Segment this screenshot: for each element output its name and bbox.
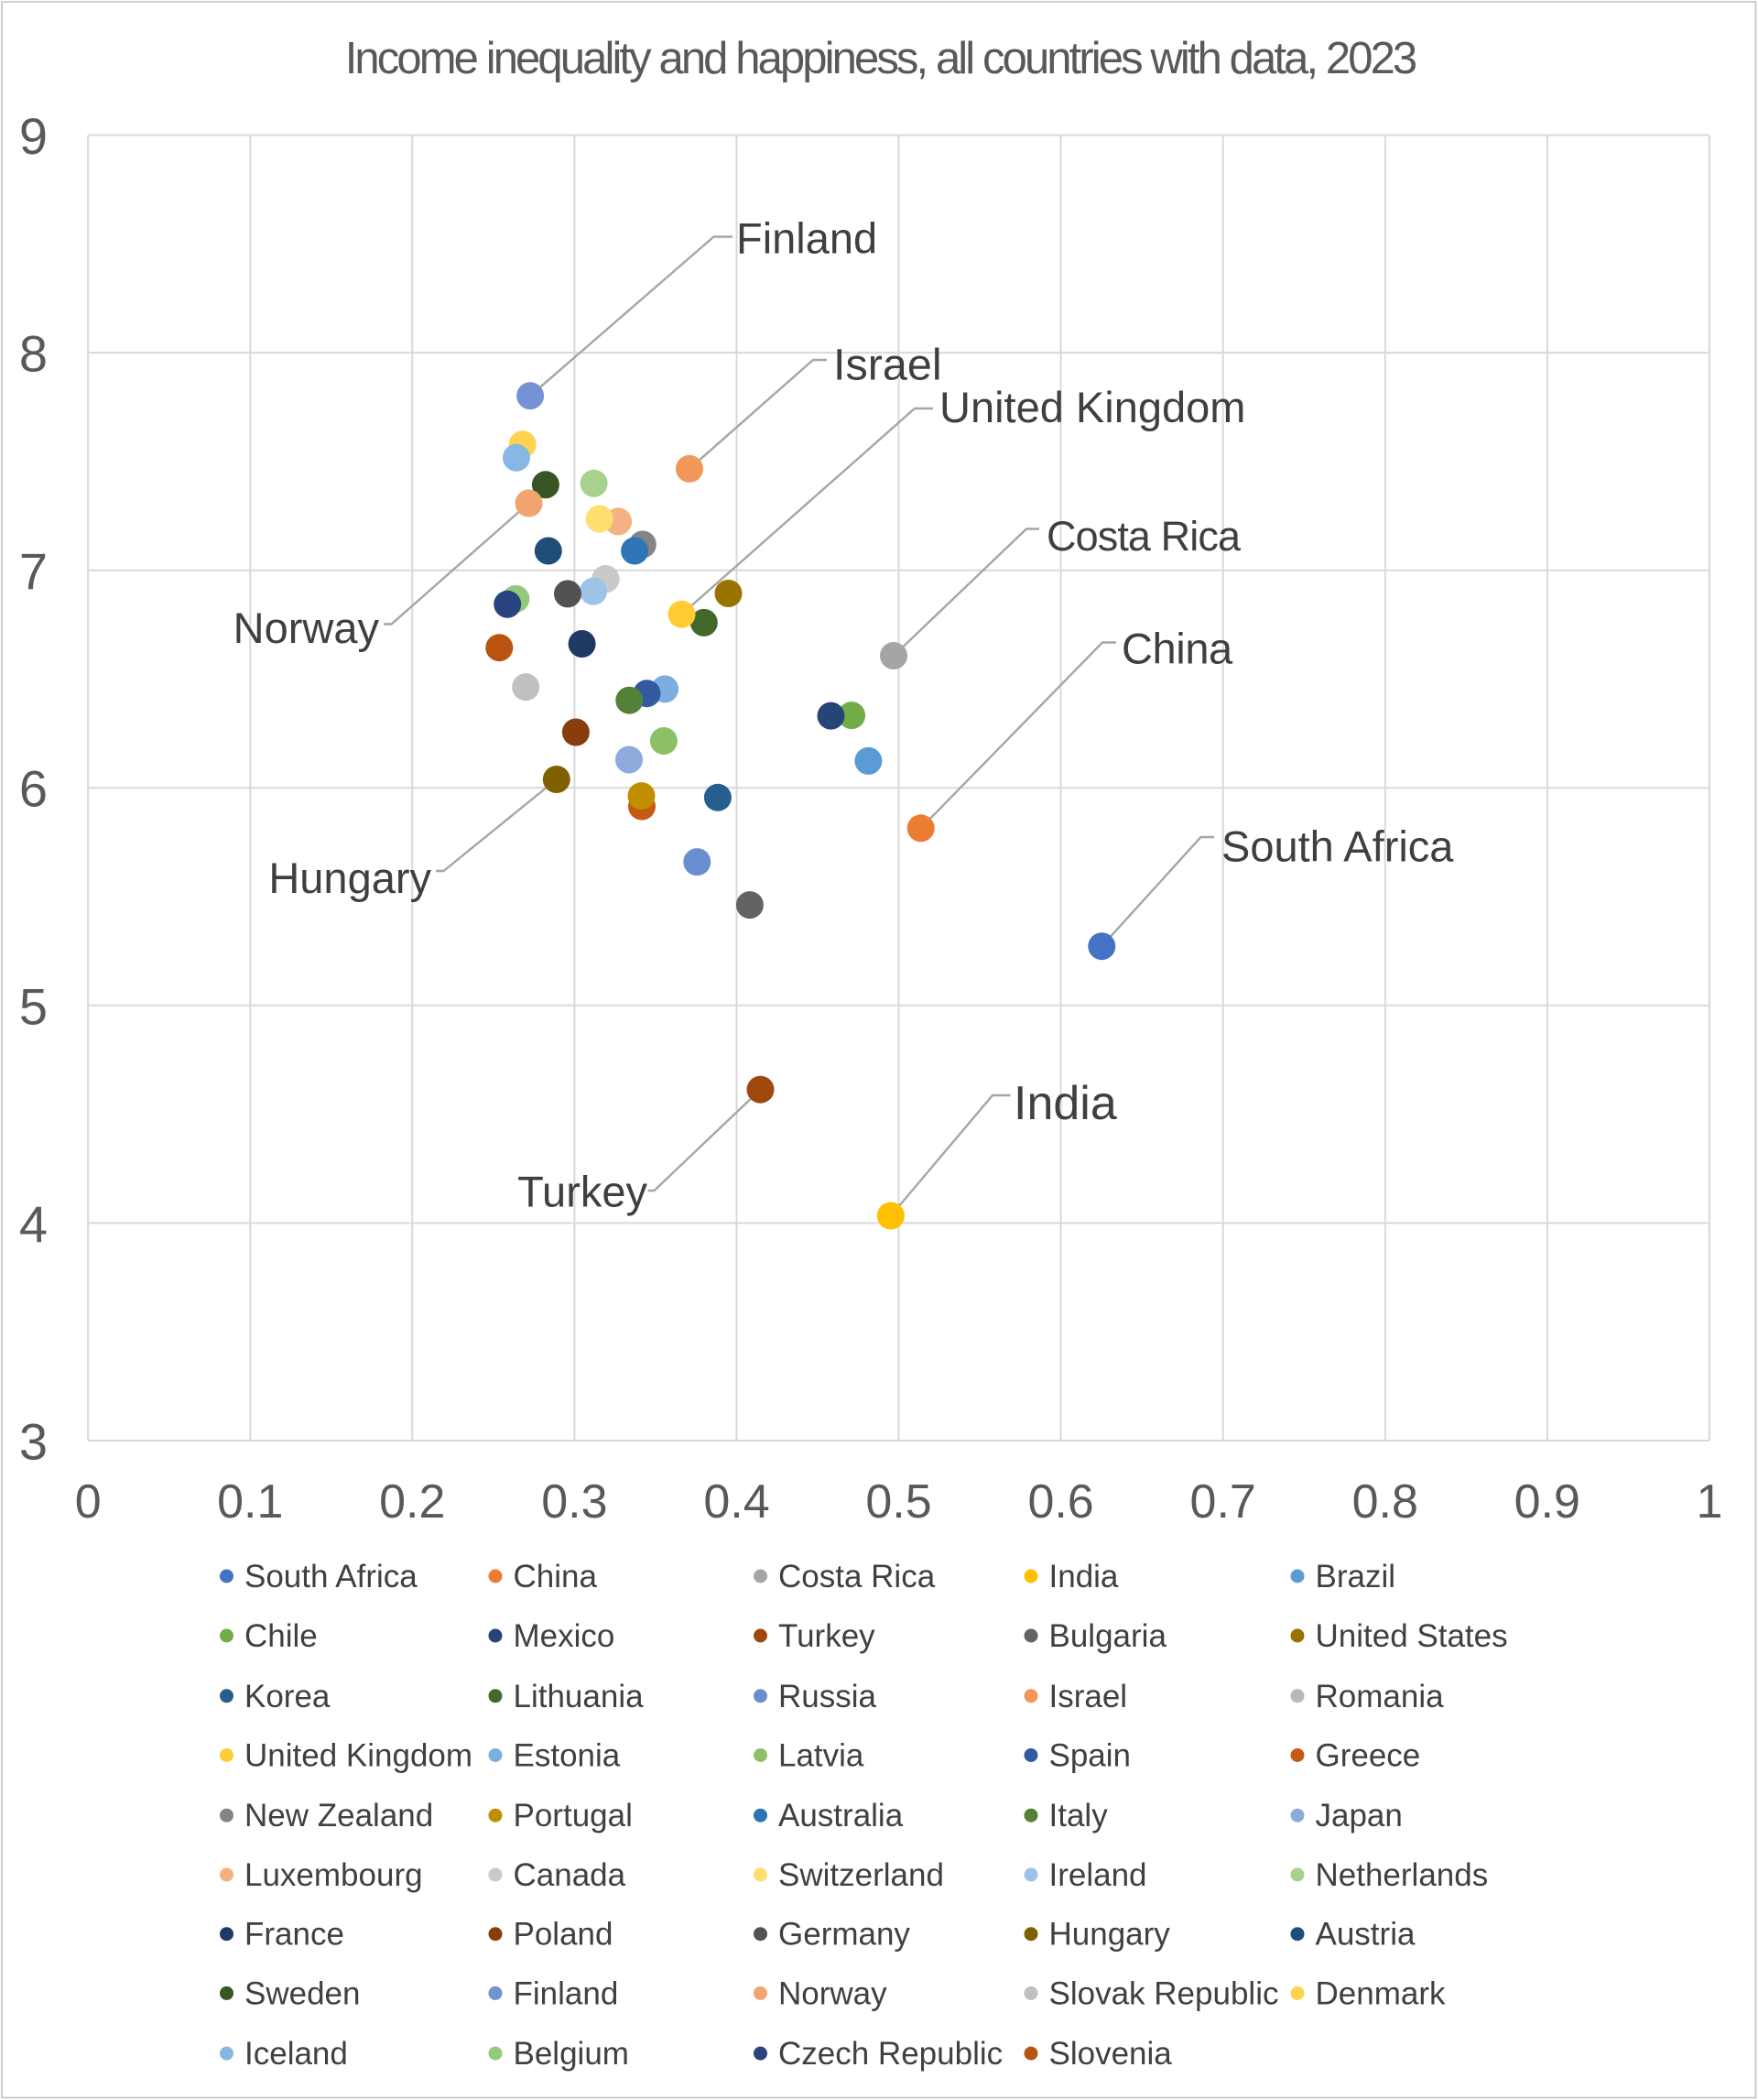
svg-text:Romania: Romania (1316, 1679, 1445, 1714)
svg-text:Iceland: Iceland (244, 2036, 348, 2072)
svg-text:9: 9 (19, 107, 48, 165)
svg-text:Netherlands: Netherlands (1316, 1857, 1489, 1893)
svg-text:Chile: Chile (244, 1618, 318, 1654)
svg-text:France: France (244, 1917, 344, 1953)
svg-text:New Zealand: New Zealand (244, 1798, 433, 1833)
svg-text:0: 0 (75, 1475, 102, 1529)
svg-text:India: India (1049, 1559, 1119, 1594)
svg-text:China: China (514, 1559, 598, 1594)
svg-text:3: 3 (19, 1413, 48, 1471)
svg-text:Finland: Finland (514, 1975, 619, 2011)
svg-text:Switzerland: Switzerland (778, 1857, 944, 1893)
svg-text:0.3: 0.3 (541, 1475, 607, 1529)
svg-text:4: 4 (19, 1195, 48, 1253)
svg-text:Ireland: Ireland (1049, 1857, 1147, 1893)
svg-text:Sweden: Sweden (244, 1975, 360, 2011)
svg-text:Turkey: Turkey (517, 1168, 647, 1216)
svg-text:Turkey: Turkey (778, 1618, 875, 1654)
svg-text:0.4: 0.4 (703, 1475, 769, 1529)
svg-text:Norway: Norway (233, 604, 380, 652)
svg-text:Korea: Korea (244, 1679, 331, 1714)
svg-text:India: India (1014, 1077, 1117, 1130)
svg-text:8: 8 (19, 325, 48, 383)
svg-text:Germany: Germany (778, 1917, 910, 1953)
svg-text:Czech Republic: Czech Republic (778, 2036, 1003, 2072)
svg-text:Luxembourg: Luxembourg (244, 1857, 423, 1893)
svg-text:Bulgaria: Bulgaria (1049, 1618, 1167, 1654)
svg-text:Denmark: Denmark (1316, 1975, 1446, 2011)
svg-text:Finland: Finland (736, 214, 877, 263)
svg-text:0.1: 0.1 (217, 1475, 283, 1529)
svg-text:0.9: 0.9 (1514, 1475, 1580, 1529)
svg-text:5: 5 (19, 977, 48, 1035)
svg-text:Slovak Republic: Slovak Republic (1049, 1975, 1279, 2011)
svg-text:6: 6 (19, 760, 48, 818)
svg-text:Japan: Japan (1316, 1798, 1403, 1833)
svg-text:Income inequality and happines: Income inequality and happiness, all cou… (345, 34, 1416, 83)
svg-text:South Africa: South Africa (1221, 822, 1454, 871)
svg-text:Greece: Greece (1316, 1738, 1421, 1774)
svg-text:United Kingdom: United Kingdom (939, 383, 1245, 431)
svg-text:Hungary: Hungary (268, 854, 431, 902)
svg-text:0.7: 0.7 (1190, 1475, 1256, 1529)
svg-text:Norway: Norway (778, 1975, 887, 2011)
svg-text:Slovenia: Slovenia (1049, 2036, 1173, 2072)
svg-text:United States: United States (1316, 1618, 1508, 1654)
svg-text:China: China (1122, 625, 1233, 673)
svg-text:Belgium: Belgium (514, 2036, 629, 2072)
svg-text:Poland: Poland (514, 1917, 613, 1953)
svg-text:0.8: 0.8 (1352, 1475, 1418, 1529)
svg-text:Portugal: Portugal (514, 1798, 633, 1833)
svg-text:United Kingdom: United Kingdom (244, 1738, 472, 1774)
svg-text:Hungary: Hungary (1049, 1917, 1171, 1953)
svg-text:Israel: Israel (833, 341, 942, 390)
svg-text:Mexico: Mexico (514, 1618, 615, 1654)
svg-text:0.6: 0.6 (1027, 1475, 1093, 1529)
svg-text:Italy: Italy (1049, 1798, 1109, 1833)
svg-text:Israel: Israel (1049, 1679, 1128, 1714)
svg-text:Spain: Spain (1049, 1738, 1132, 1774)
svg-text:Lithuania: Lithuania (514, 1679, 645, 1714)
svg-text:Canada: Canada (514, 1857, 626, 1893)
svg-text:Latvia: Latvia (778, 1738, 864, 1774)
svg-text:Costa Rica: Costa Rica (1047, 513, 1242, 560)
svg-text:Brazil: Brazil (1316, 1559, 1396, 1594)
svg-text:Australia: Australia (778, 1798, 904, 1833)
svg-text:7: 7 (19, 542, 48, 600)
svg-text:Estonia: Estonia (514, 1738, 621, 1774)
svg-text:1: 1 (1696, 1475, 1722, 1529)
svg-text:Austria: Austria (1316, 1917, 1416, 1953)
svg-text:Russia: Russia (778, 1679, 877, 1714)
svg-text:0.2: 0.2 (379, 1475, 445, 1529)
svg-text:South Africa: South Africa (244, 1559, 418, 1594)
svg-text:Costa Rica: Costa Rica (778, 1559, 936, 1594)
svg-text:0.5: 0.5 (865, 1475, 931, 1529)
